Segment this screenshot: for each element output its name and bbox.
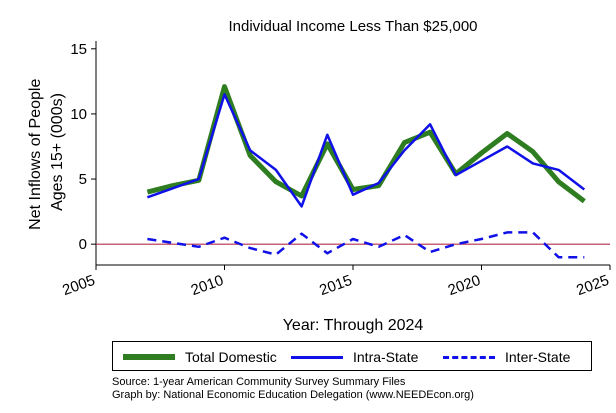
x-tick-label: 2015 bbox=[317, 272, 354, 299]
legend-item-intra-state: Intra-State bbox=[291, 348, 418, 366]
x-axis-label: Year: Through 2024 bbox=[283, 317, 424, 334]
y-tick-label: 10 bbox=[70, 106, 87, 123]
legend-label: Inter-State bbox=[505, 349, 571, 365]
x-tick-label: 2020 bbox=[446, 272, 483, 299]
legend-swatch-inter-state bbox=[443, 355, 495, 359]
y-tick-label: 5 bbox=[79, 171, 87, 188]
legend: Total Domestic Intra-State Inter-State bbox=[112, 341, 592, 371]
series-line-intra-state bbox=[146, 93, 586, 208]
credit-note: Graph by: National Economic Education De… bbox=[112, 389, 474, 401]
series-line-total-domestic bbox=[146, 84, 586, 204]
legend-label: Total Domestic bbox=[185, 349, 277, 365]
y-axis-label: Net Inflows of People Ages 15+ (000s) bbox=[27, 74, 66, 230]
legend-item-total-domestic: Total Domestic bbox=[123, 348, 277, 366]
x-tick-label: 2010 bbox=[189, 272, 226, 299]
x-tick-label: 2025 bbox=[574, 272, 611, 299]
legend-item-inter-state: Inter-State bbox=[443, 348, 570, 366]
legend-label: Intra-State bbox=[353, 349, 419, 365]
x-tick-label: 2005 bbox=[60, 272, 97, 299]
legend-swatch-total-domestic bbox=[123, 354, 175, 360]
chart-title: Individual Income Less Than $25,000 bbox=[228, 18, 477, 35]
source-note: Source: 1-year American Community Survey… bbox=[112, 376, 406, 388]
y-tick-label: 15 bbox=[70, 41, 87, 58]
y-tick-label: 0 bbox=[79, 236, 87, 253]
legend-swatch-intra-state bbox=[291, 355, 343, 359]
series-line-inter-state bbox=[147, 231, 585, 259]
